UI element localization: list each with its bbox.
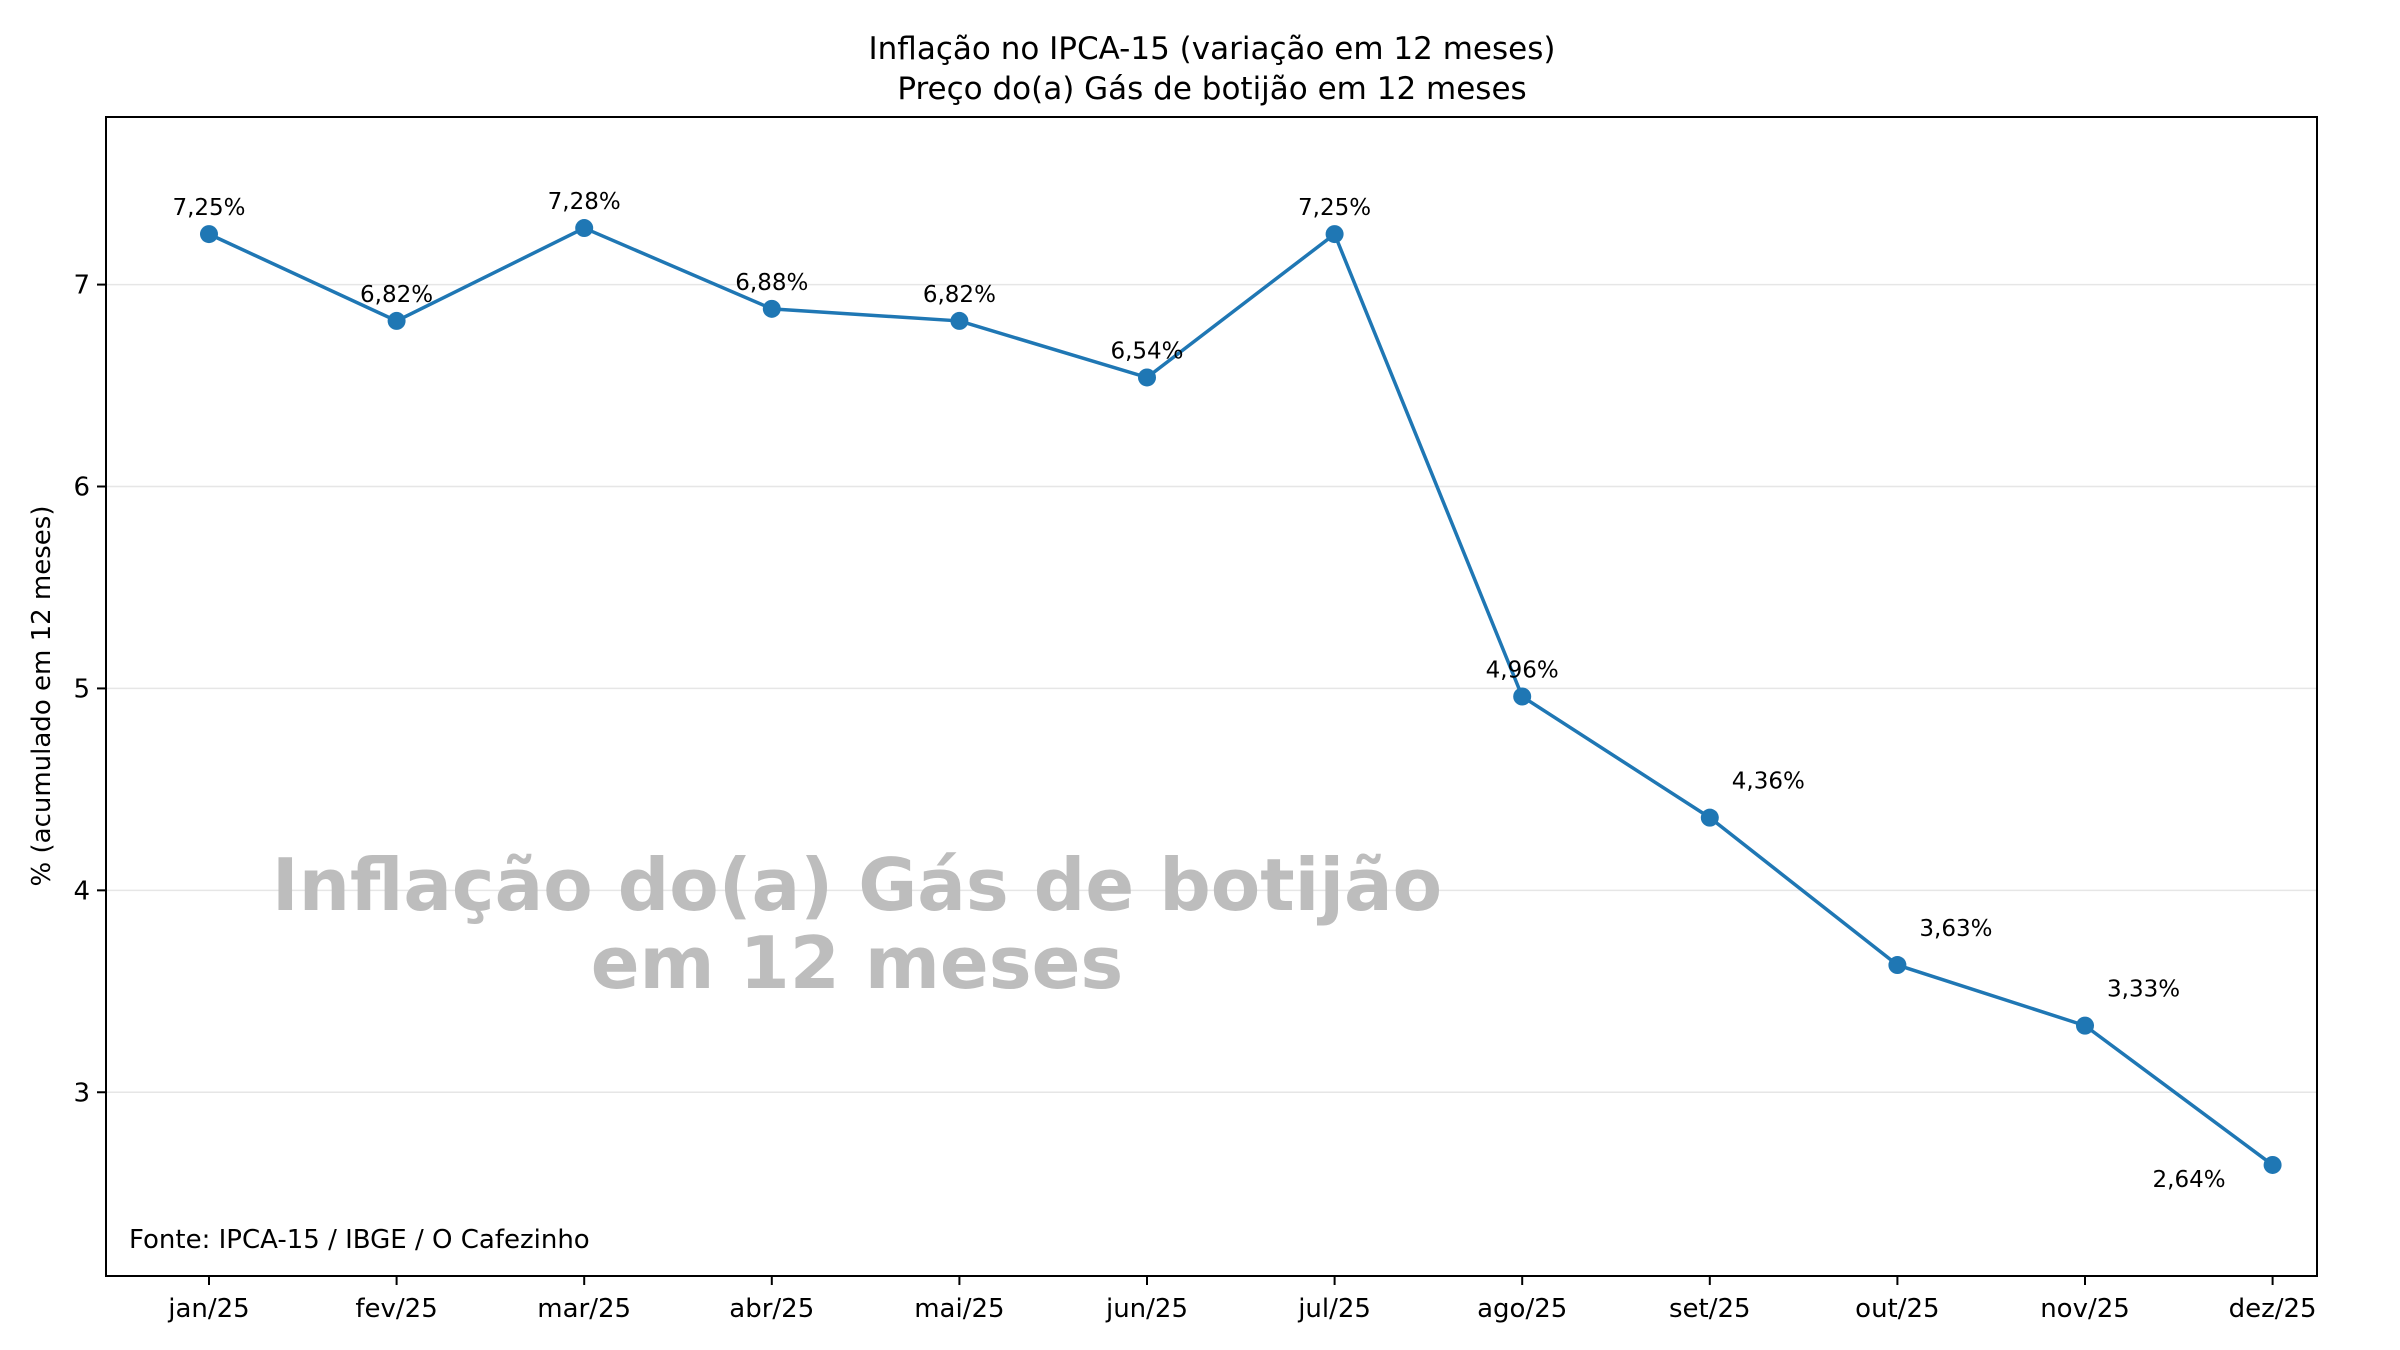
source-note: Fonte: IPCA-15 / IBGE / O Cafezinho [129,1225,590,1255]
y-tick-label: 6 [73,473,90,503]
x-tick-label: jun/25 [1105,1294,1188,1324]
data-label: 4,36% [1732,769,1805,795]
x-tick-label: jul/25 [1297,1294,1371,1324]
x-tick-label: mai/25 [914,1294,1004,1324]
y-tick-label: 4 [73,876,90,906]
data-label: 3,33% [2107,977,2180,1003]
y-axis-label: % (acumulado em 12 meses) [27,506,57,887]
x-tick-label: abr/25 [729,1294,814,1324]
data-point-out-25 [1888,956,1907,975]
chart-subtitle: Preço do(a) Gás de botijão em 12 meses [897,71,1526,107]
x-tick-label: out/25 [1855,1294,1939,1324]
x-tick-label: mar/25 [537,1294,631,1324]
data-point-ago-25 [1513,687,1532,706]
data-label: 6,88% [735,270,808,296]
data-point-jan-25 [200,225,218,244]
data-point-dez-25 [2263,1155,2282,1174]
chart-title: Inflação no IPCA-15 (variação em 12 mese… [869,31,1556,67]
series-line [208,226,2274,1167]
data-label: 3,63% [1919,916,1992,942]
y-tick-label: 5 [73,674,90,704]
x-tick-label: dez/25 [2229,1294,2317,1324]
data-label: 6,54% [1110,338,1183,364]
watermark-line-2: em 12 meses [591,921,1124,1005]
data-point-mar-25 [575,219,594,238]
y-tick-label: 3 [73,1078,90,1108]
x-tick-label: ago/25 [1477,1294,1567,1324]
data-label: 7,25% [1298,195,1371,221]
data-label: 2,64% [2153,1167,2226,1193]
data-label: 6,82% [360,282,433,308]
data-point-jun-25 [1138,368,1156,387]
data-point-mai-25 [950,311,969,330]
data-label: 7,28% [548,189,621,215]
y-tick-label: 7 [73,271,90,301]
gridlines [106,283,2317,1094]
watermark: Inflação do(a) Gás de botijão em 12 mese… [272,843,1442,1005]
y-axis: 3 4 5 6 7 [73,271,106,1108]
data-label: 7,25% [172,195,245,221]
x-axis: jan/25 fev/25 mar/25 abr/25 mai/25 jun/25 jul/… [167,1276,2317,1324]
data-label: 6,82% [923,282,996,308]
data-label: 4,96% [1486,658,1559,684]
watermark-line-1: Inflação do(a) Gás de botijão [272,843,1442,927]
x-tick-label: nov/25 [2040,1294,2130,1324]
data-point-abr-25 [762,299,781,318]
data-labels: 7,25% 6,82% 7,28% 6,88% 6,82% 6,54% 7,25% 4,96%… [172,189,2225,1193]
data-point-set-25 [1700,808,1719,827]
series [200,219,2282,1174]
data-point-fev-25 [387,311,406,330]
x-tick-label: fev/25 [355,1294,437,1324]
data-point-jul-25 [1325,225,1344,244]
x-tick-label: set/25 [1669,1294,1751,1324]
plot-frame [105,116,2318,1277]
data-point-nov-25 [2076,1016,2094,1035]
x-tick-label: jan/25 [167,1294,249,1324]
